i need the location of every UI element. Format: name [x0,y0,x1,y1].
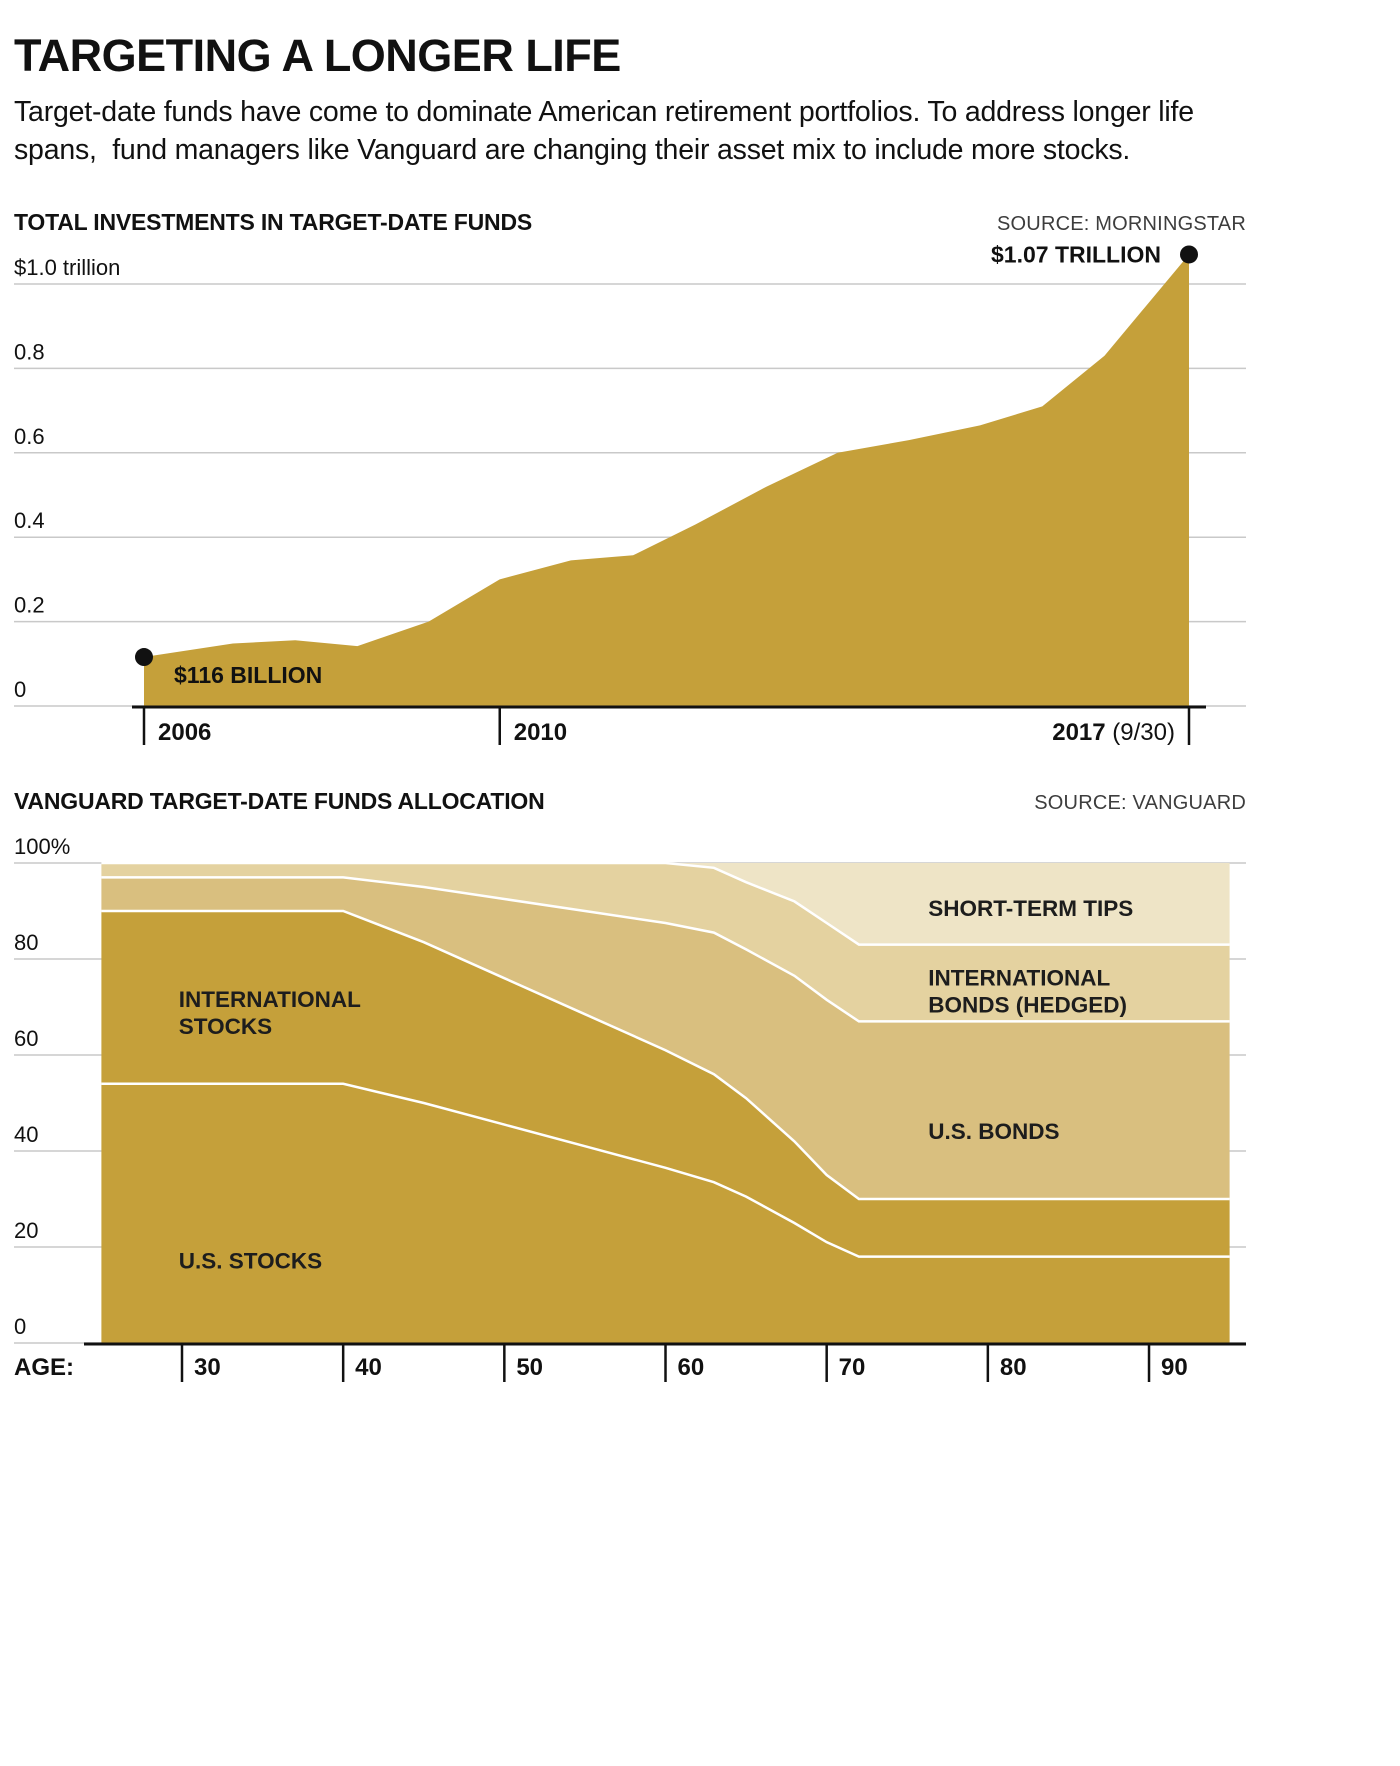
series-label-international-stocks: INTERNATIONAL STOCKS [179,987,361,1039]
y-tick-label: 0 [14,677,26,702]
band-international-bonds-hedged [101,863,1230,1022]
data-point-marker [135,648,153,667]
band-u-s-bonds [101,877,1230,1200]
y-tick-label: 0.8 [14,340,45,365]
x-tick-label: 40 [355,1354,382,1381]
band-separator [101,1082,1230,1259]
investments-area-chart: $1.0 trillion 0.8 0.6 0.4 0.2 0 2006 2010 2017 (… [14,244,1246,746]
y-tick-label: 60 [14,1026,38,1051]
series-label-u-s-stocks: U.S. STOCKS [179,1249,322,1274]
annotation-label: $116 BILLION [174,662,322,688]
x-axis-title: AGE: [14,1354,74,1381]
y-tick-label: 0.4 [14,508,45,533]
band-international-stocks [101,911,1230,1257]
band-separator [101,909,1230,1201]
annotation-label: $1.07 TRILLION [991,244,1161,267]
tdf-assets-area [144,254,1189,707]
chart2-source: SOURCE: VANGUARD [1034,792,1246,815]
y-tick-label: 0.6 [14,424,45,449]
header: TARGETING A LONGER LIFE Target-date fund… [14,30,1246,169]
band-u-s-stocks [101,1084,1230,1344]
x-tick-label: 2010 [514,719,567,746]
y-tick-label: 100% [14,834,70,859]
series-label-short-term-tips: SHORT-TERM TIPS [928,896,1133,921]
chart1-header: TOTAL INVESTMENTS IN TARGET-DATE FUNDS S… [14,209,1246,236]
x-tick-label: 70 [839,1354,866,1381]
series-label-international-bonds-hedged: INTERNATIONAL BONDS (HEDGED) [928,966,1127,1018]
chart2-header: VANGUARD TARGET-DATE FUNDS ALLOCATION SO… [14,788,1246,815]
x-tick-label: 2006 [158,719,211,746]
band-separator [101,861,1230,947]
x-tick-label: 50 [516,1354,543,1381]
allocation-stacked-area-chart: 100% 80 60 40 20 0 AGE: 30 40 50 60 70 80 90 INTERNATI… [14,834,1246,1383]
y-tick-label: 40 [14,1122,38,1147]
chart1-heading: TOTAL INVESTMENTS IN TARGET-DATE FUNDS [14,209,532,236]
y-tick-label: 0.2 [14,593,45,618]
data-point-marker [1180,245,1198,264]
y-tick-label: $1.0 trillion [14,255,120,280]
x-tick-label: 90 [1161,1354,1188,1381]
x-tick-label: 30 [194,1354,221,1381]
investments-chart-section: TOTAL INVESTMENTS IN TARGET-DATE FUNDS S… [14,209,1246,764]
infographic: TARGETING A LONGER LIFE Target-date fund… [14,30,1246,1403]
x-tick-label: 60 [678,1354,705,1381]
y-tick-label: 20 [14,1218,38,1243]
series-label-u-s-bonds: U.S. BONDS [928,1119,1059,1144]
band-separator [101,876,1230,1023]
allocation-chart-section: VANGUARD TARGET-DATE FUNDS ALLOCATION SO… [14,788,1246,1403]
x-tick-label: 2017 (9/30) [1052,719,1175,746]
y-tick-label: 80 [14,930,38,955]
page-subtitle: Target-date funds have come to dominate … [14,96,1202,166]
chart2-heading: VANGUARD TARGET-DATE FUNDS ALLOCATION [14,788,545,815]
chart1-source: SOURCE: MORNINGSTAR [997,213,1246,236]
y-tick-label: 0 [14,1314,26,1339]
x-tick-label: 80 [1000,1354,1027,1381]
page-title: TARGETING A LONGER LIFE [14,30,621,81]
band-short-term-tips [101,863,1230,945]
